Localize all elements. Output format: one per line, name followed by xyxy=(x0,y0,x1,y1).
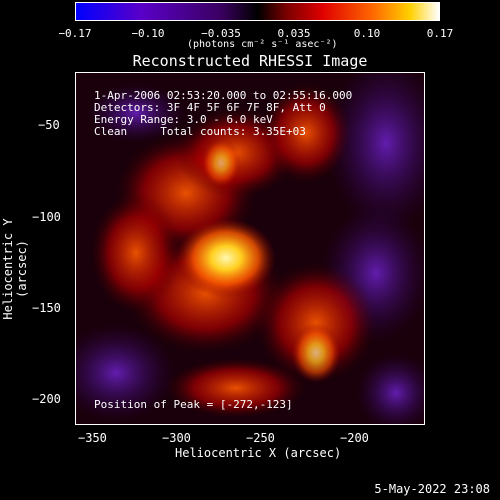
x-axis-label: Heliocentric X (arcsec) xyxy=(175,446,342,460)
x-tick-label: −200 xyxy=(340,431,369,445)
peak-position-label: Position of Peak = [-272,-123] xyxy=(94,398,293,411)
colorbar-tick: −0.17 xyxy=(58,27,92,40)
image-plot: 1-Apr-2006 02:53:20.000 to 02:55:16.000 … xyxy=(75,72,425,425)
colorbar-tick: −0.10 xyxy=(131,27,165,40)
colorbar xyxy=(75,2,440,21)
page-title: Reconstructed RHESSI Image xyxy=(132,52,368,70)
y-tick-label: −200 xyxy=(32,392,61,406)
colorbar-tick: 0.10 xyxy=(353,27,381,40)
colorbar-tick: −0.035 xyxy=(201,27,241,40)
y-tick-label: −100 xyxy=(32,210,61,224)
colorbar-units: (photons cm⁻² s⁻¹ asec⁻²) xyxy=(187,39,338,50)
reconstructed-image xyxy=(76,73,424,424)
detectors-label: Detectors: 3F 4F 5F 6F 7F 8F, Att 0 xyxy=(94,101,326,114)
energy-range-label: Energy Range: 3.0 - 6.0 keV xyxy=(94,113,273,126)
x-tick-label: −300 xyxy=(162,431,191,445)
colorbar-tick: 0.035 xyxy=(277,27,311,40)
y-axis-label: Heliocentric Y (arcsec) xyxy=(1,218,29,320)
colorbar-tick: 0.17 xyxy=(426,27,454,40)
date-stamp: 5-May-2022 23:08 xyxy=(374,482,490,496)
clean-counts-label: Clean Total counts: 3.35E+03 xyxy=(94,125,306,138)
x-tick-label: −350 xyxy=(78,431,107,445)
y-tick-label: −150 xyxy=(32,301,61,315)
x-tick-label: −250 xyxy=(246,431,275,445)
time-range-label: 1-Apr-2006 02:53:20.000 to 02:55:16.000 xyxy=(94,89,353,102)
y-tick-label: −50 xyxy=(38,118,60,132)
